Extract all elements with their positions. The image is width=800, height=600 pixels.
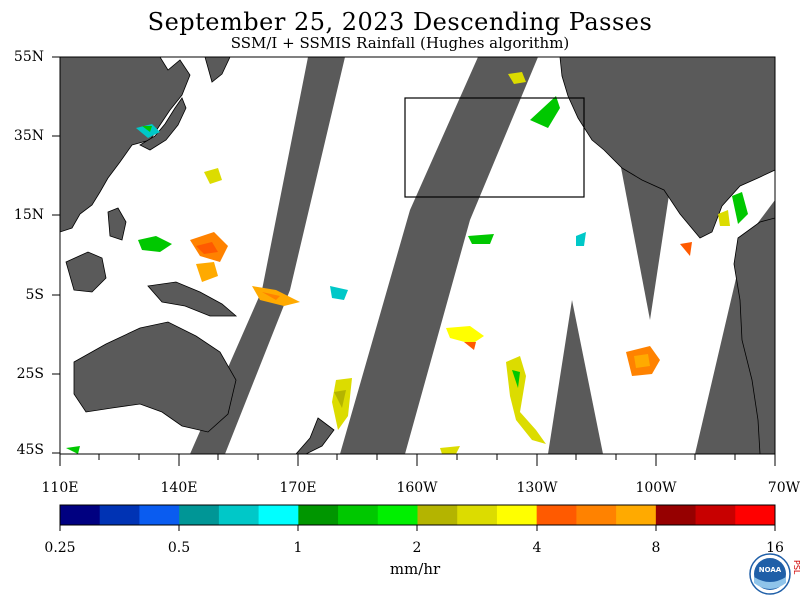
colorbar-label-2: 2 [412, 540, 422, 556]
colorbar-cell [695, 505, 736, 525]
land-asia [60, 57, 191, 233]
colorbar-cell [60, 505, 101, 525]
colorbar-label-8: 8 [651, 540, 661, 556]
land-north-america [559, 57, 775, 239]
land-new-guinea [147, 281, 238, 317]
colorbar [60, 505, 776, 525]
colorbar-units: mm/hr [389, 560, 441, 578]
colorbar-label-1: 1 [293, 540, 303, 556]
lon-label-170e: 170E [279, 480, 317, 496]
lat-label-55n: 55N [13, 49, 44, 65]
colorbar-cell [338, 505, 379, 525]
lon-ticks [59, 454, 776, 466]
colorbar-cell [99, 505, 140, 525]
colorbar-cell [655, 505, 697, 525]
colorbar-cell [258, 505, 299, 525]
noaa-logo: NOAA [749, 553, 791, 595]
psl-label: PSL [792, 560, 800, 575]
colorbar-cell [496, 505, 538, 525]
noaa-logo-text: NOAA [759, 566, 782, 574]
colorbar-label-16: 16 [766, 540, 784, 556]
land-australia [73, 321, 237, 433]
swath-gap-2 [340, 57, 538, 454]
colorbar-ticks [59, 525, 776, 531]
lon-label-160w: 160W [396, 480, 438, 496]
colorbar-cell [417, 505, 458, 525]
lat-label-25s: 25S [16, 366, 44, 382]
colorbar-cell [735, 505, 776, 525]
colorbar-cell [298, 505, 339, 525]
chart-subtitle: SSM/I + SSMIS Rainfall (Hughes algorithm… [230, 34, 570, 52]
land-south-america [733, 217, 775, 454]
land-new-zealand [295, 417, 335, 454]
lon-label-70w: 70W [767, 480, 800, 496]
lat-label-15n: 15N [13, 207, 44, 223]
rain-patches [66, 72, 748, 454]
colorbar-cell [139, 505, 180, 525]
colorbar-cell [218, 505, 260, 525]
lon-label-140e: 140E [160, 480, 198, 496]
lat-label-45s: 45S [16, 442, 44, 458]
colorbar-cell [457, 505, 498, 525]
colorbar-cell [616, 505, 657, 525]
colorbar-cell [536, 505, 577, 525]
colorbar-cell [576, 505, 617, 525]
region-box [404, 97, 585, 198]
land-philippines [107, 207, 127, 241]
lon-label-130w: 130W [516, 480, 558, 496]
land-kamchatka [204, 57, 231, 83]
swath-gap-3 [548, 300, 603, 454]
swath-gap-1 [190, 57, 345, 454]
colorbar-label-0-5: 0.5 [167, 540, 191, 556]
colorbar-label-4: 4 [532, 540, 542, 556]
colorbar-label-0-25: 0.25 [44, 540, 76, 556]
lon-label-110e: 110E [41, 480, 79, 496]
lat-label-5s: 5S [25, 287, 45, 303]
lat-ticks [52, 56, 60, 454]
lon-label-100w: 100W [635, 480, 677, 496]
colorbar-cell [179, 505, 220, 525]
colorbar-cell [377, 505, 418, 525]
chart-title: September 25, 2023 Descending Passes [147, 8, 653, 36]
lat-label-35n: 35N [13, 128, 44, 144]
land-japan [139, 97, 187, 151]
land-borneo [65, 251, 107, 293]
